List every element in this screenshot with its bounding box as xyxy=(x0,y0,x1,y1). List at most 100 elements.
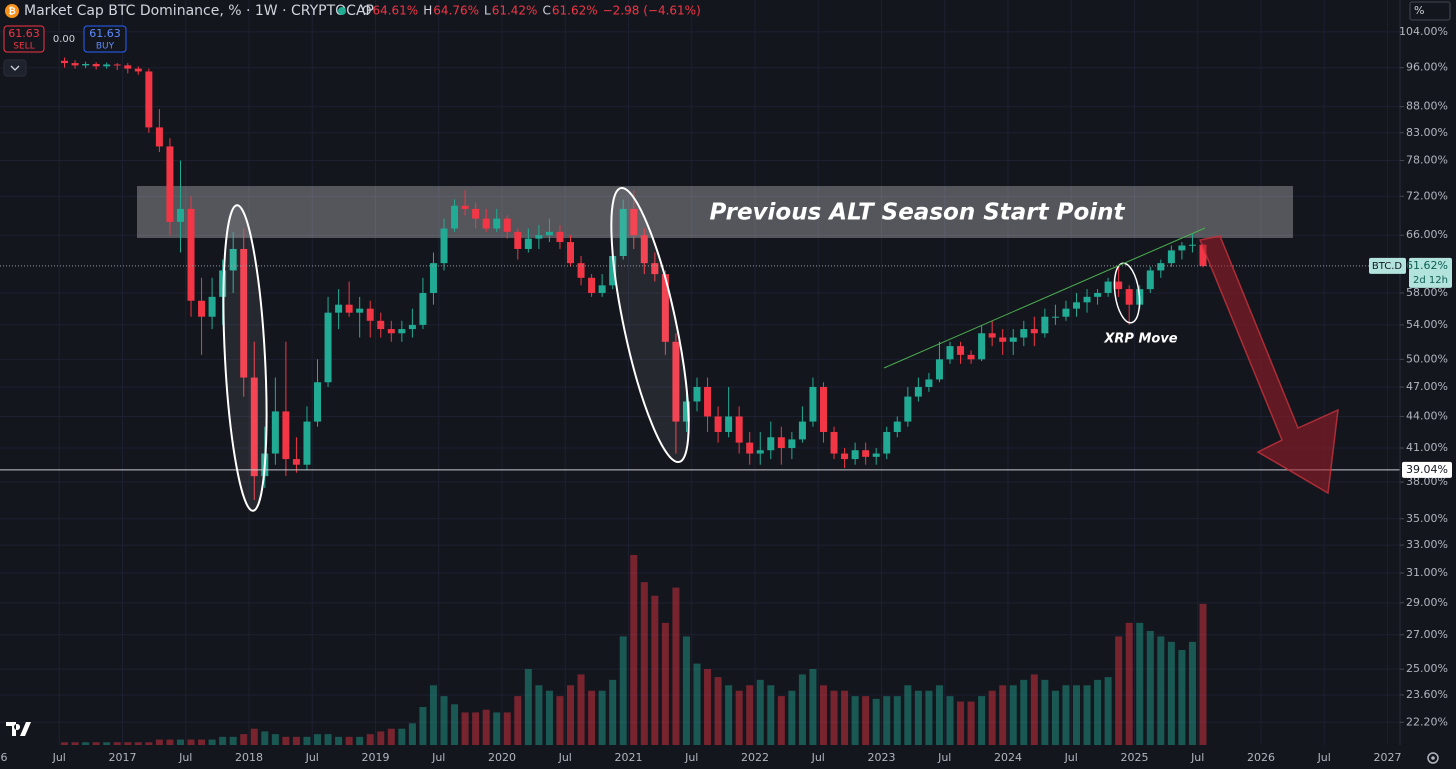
volume-bar xyxy=(514,696,522,745)
candle-body xyxy=(208,296,216,317)
unit-label: % xyxy=(1414,4,1424,17)
candle-body xyxy=(545,231,553,236)
volume-bar xyxy=(545,690,553,745)
candle-body xyxy=(240,248,248,378)
price-lines xyxy=(0,265,1400,471)
candle-body xyxy=(841,453,849,460)
volume-bar xyxy=(693,663,701,745)
volume-bar xyxy=(71,742,79,745)
candle-body xyxy=(1009,337,1017,342)
volume-bar xyxy=(1146,631,1154,745)
sell-label: SELL xyxy=(13,42,34,52)
candle-body xyxy=(282,411,290,460)
candle-body xyxy=(1188,244,1196,246)
y-tick-label: 72.00% xyxy=(1406,189,1448,202)
x-tick-label: Jul xyxy=(937,751,951,764)
unit-box[interactable] xyxy=(1409,1,1451,21)
candle-body xyxy=(71,63,79,66)
last-price-tag xyxy=(1409,257,1452,288)
candle-body xyxy=(472,208,480,219)
candle-body xyxy=(514,231,522,249)
volume-bar xyxy=(155,739,163,745)
volume-bar xyxy=(767,685,775,745)
candle-body xyxy=(229,248,237,271)
candle-body xyxy=(377,320,385,330)
candle-body xyxy=(682,401,690,422)
volume-bar xyxy=(419,707,427,745)
candle-body xyxy=(134,68,142,72)
volume-bar xyxy=(1199,603,1207,745)
candle-body xyxy=(398,329,406,334)
volume-bar xyxy=(588,690,596,745)
volume-bar xyxy=(630,555,638,745)
volume-bar xyxy=(777,696,785,745)
candle-body xyxy=(303,421,311,465)
candle-body xyxy=(862,450,870,457)
candle-body xyxy=(935,359,943,380)
volume-bar xyxy=(567,685,575,745)
volume-bar xyxy=(872,698,880,745)
volume-bar xyxy=(1009,685,1017,745)
volume-bar xyxy=(651,595,659,745)
ohlc-key: O xyxy=(362,4,371,18)
candle-body xyxy=(429,263,437,293)
volume-bar xyxy=(914,690,922,745)
horizontal-line-label: 39.04% xyxy=(1406,463,1448,476)
volume-bar xyxy=(429,685,437,745)
price-axis xyxy=(1400,0,1456,769)
volume-bar xyxy=(472,712,480,745)
candle-body xyxy=(1167,250,1175,264)
volume-bar xyxy=(303,736,311,745)
y-tick-label: 96.00% xyxy=(1406,61,1448,74)
volume-bar xyxy=(261,731,269,745)
volume-bar xyxy=(883,696,891,745)
volume-bar xyxy=(387,728,395,745)
volume-bar xyxy=(356,736,364,745)
volume-bar xyxy=(324,734,332,745)
buy-button[interactable] xyxy=(83,25,127,53)
volume-bar xyxy=(788,690,796,745)
logo xyxy=(6,722,31,736)
candle-body xyxy=(535,235,543,239)
sell-button[interactable] xyxy=(3,25,45,53)
candle-body xyxy=(271,411,279,454)
candle-body xyxy=(767,437,775,451)
volume-bar xyxy=(1030,674,1038,745)
candle-body xyxy=(819,386,827,432)
candle-body xyxy=(777,437,785,449)
ohlc-value: 61.62% xyxy=(552,4,598,18)
countdown-label: 2d 12h xyxy=(1413,275,1448,286)
settings-icon[interactable] xyxy=(1427,752,1439,764)
collapse-button[interactable] xyxy=(3,59,27,77)
volume-bar xyxy=(978,696,986,745)
ohlc-value: 64.76% xyxy=(433,4,479,18)
candle-body xyxy=(493,218,501,229)
sell-price: 61.63 xyxy=(8,27,40,40)
y-tick-label: 31.00% xyxy=(1406,566,1448,579)
candle-body xyxy=(1146,270,1154,290)
candle-body xyxy=(735,416,743,443)
candle-body xyxy=(419,292,427,325)
candle-body xyxy=(967,354,975,360)
volume-bar xyxy=(988,690,996,745)
candle-body xyxy=(461,205,469,209)
volume-bar xyxy=(1115,636,1123,745)
volume-bar xyxy=(967,701,975,745)
volume-bar xyxy=(1178,650,1186,745)
volume-bar xyxy=(841,690,849,745)
buy-label: BUY xyxy=(96,42,115,52)
symbol-label: BTC.D xyxy=(1372,261,1403,272)
candle-body xyxy=(103,64,111,67)
candle-body xyxy=(567,242,575,264)
candle-body xyxy=(61,60,69,64)
candle-body xyxy=(714,416,722,432)
candle-body xyxy=(1030,329,1038,334)
x-tick-label: Jul xyxy=(1190,751,1204,764)
ohlc-key: C xyxy=(542,4,550,18)
y-tick-label: 23.60% xyxy=(1406,688,1448,701)
volume-bar xyxy=(176,739,184,745)
x-tick-label: 2020 xyxy=(488,751,516,764)
candle-body xyxy=(1094,292,1102,297)
